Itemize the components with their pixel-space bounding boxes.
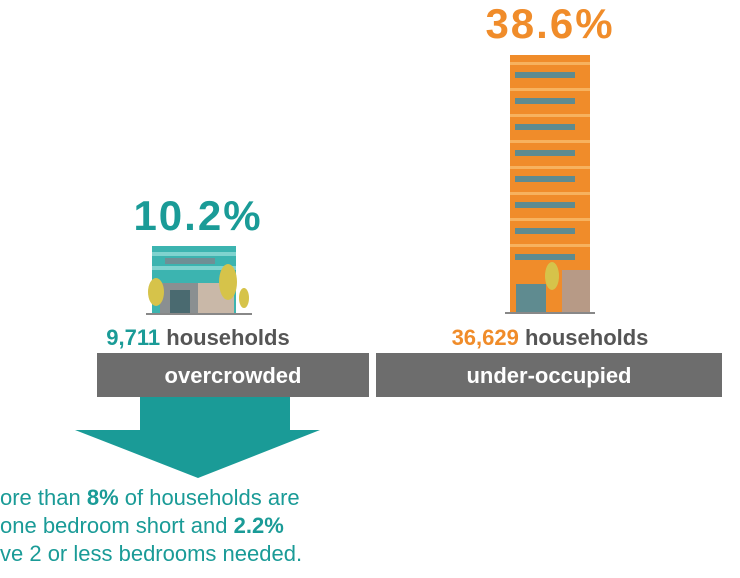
infographic: 10.2% 9,711 households overcrowded 38.6% bbox=[0, 0, 740, 578]
note-text: of households are bbox=[119, 485, 300, 510]
note-text: one bedroom short and bbox=[0, 513, 234, 538]
note-highlight: 8% bbox=[87, 485, 119, 510]
left-label: overcrowded bbox=[165, 363, 302, 388]
small-building bbox=[146, 246, 252, 315]
note-line: ve 2 or less bedrooms needed. bbox=[0, 541, 302, 566]
left-count: 9,711 bbox=[106, 325, 160, 350]
left-percent: 10.2% bbox=[133, 192, 262, 239]
note-text: ore than bbox=[0, 485, 87, 510]
left-count-line: 9,711 households bbox=[106, 325, 289, 350]
note-line: ore than 8% of households are bbox=[0, 485, 300, 510]
right-label: under-occupied bbox=[466, 363, 631, 388]
down-arrow bbox=[75, 397, 320, 478]
right-count: 36,629 bbox=[452, 325, 519, 350]
note-text: ve 2 or less bedrooms needed. bbox=[0, 541, 302, 566]
tall-building bbox=[505, 55, 595, 314]
right-percent: 38.6% bbox=[485, 0, 614, 47]
right-count-line: 36,629 households bbox=[452, 325, 649, 350]
right-count-suffix: households bbox=[519, 325, 649, 350]
left-count-suffix: households bbox=[160, 325, 290, 350]
note-highlight: 2.2% bbox=[234, 513, 284, 538]
note-line: one bedroom short and 2.2% bbox=[0, 513, 284, 538]
